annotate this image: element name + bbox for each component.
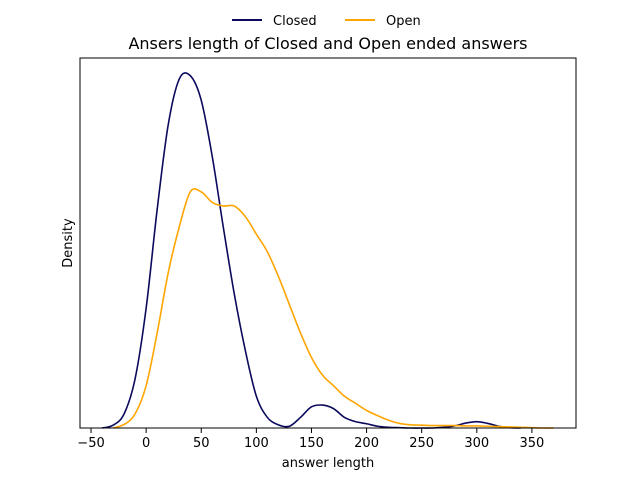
series-line-open [112, 188, 554, 429]
x-axis: −50 0 50 100 150 200 250 300 350 [77, 428, 544, 451]
legend-label-closed: Closed [273, 14, 317, 29]
legend: Closed Open [232, 14, 421, 29]
x-tick-label: 200 [354, 436, 379, 451]
x-tick-label: 250 [409, 436, 434, 451]
series-line-closed [101, 72, 521, 429]
x-axis-label: answer length [282, 456, 375, 471]
x-tick-label: 0 [142, 436, 150, 451]
chart-title: Ansers length of Closed and Open ended a… [128, 34, 527, 53]
x-tick-label: 150 [299, 436, 324, 451]
x-tick-label: 50 [193, 436, 210, 451]
y-axis-label: Density [61, 218, 76, 268]
x-tick-label: 350 [519, 436, 544, 451]
x-tick-label: −50 [77, 436, 104, 451]
x-tick-label: 300 [464, 436, 489, 451]
axes-frame [79, 57, 577, 429]
plot-area [101, 72, 554, 429]
legend-label-open: Open [386, 14, 421, 29]
x-tick-label: 100 [244, 436, 269, 451]
